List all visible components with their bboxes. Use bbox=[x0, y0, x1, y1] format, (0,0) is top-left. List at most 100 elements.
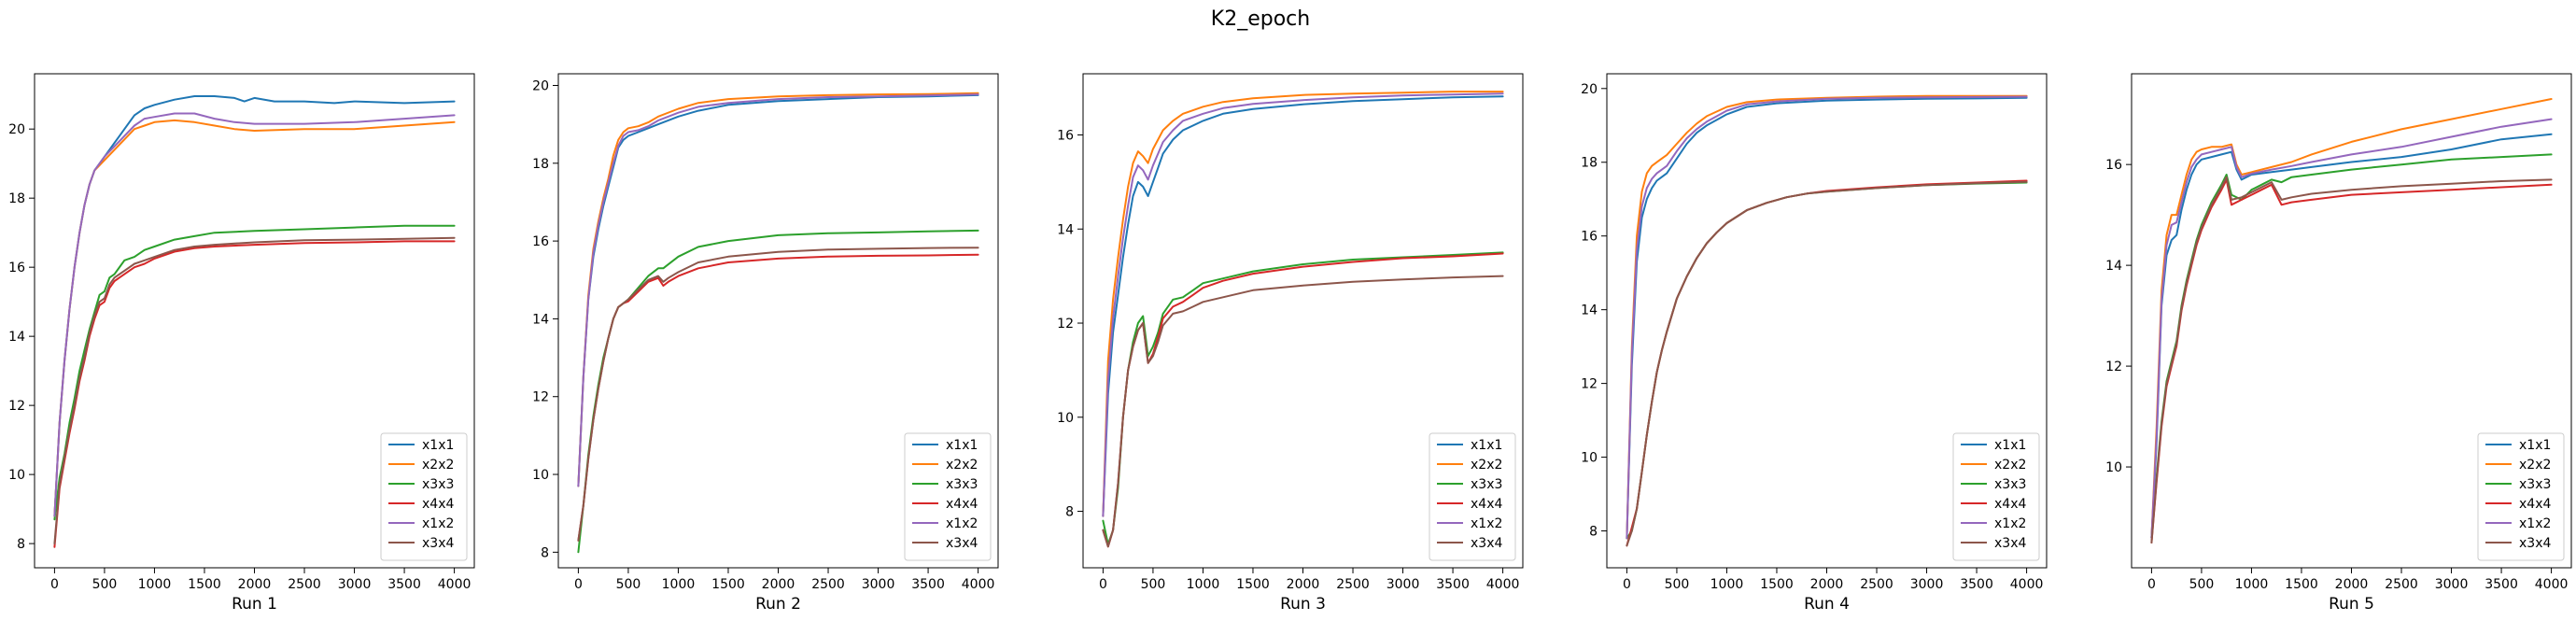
y-tick-label: 12 bbox=[532, 390, 549, 405]
legend-label-x1x1: x1x1 bbox=[946, 438, 978, 453]
x-tick-label: 1500 bbox=[711, 577, 745, 592]
y-tick-label: 10 bbox=[1581, 451, 1598, 466]
y-tick-label: 16 bbox=[1057, 128, 1074, 143]
y-tick-label: 10 bbox=[532, 468, 549, 483]
series-lines bbox=[2150, 98, 2553, 543]
series-lines bbox=[1102, 91, 1504, 548]
y-tick-label: 20 bbox=[1581, 82, 1598, 97]
legend-label-x1x1: x1x1 bbox=[1471, 438, 1502, 453]
x-tick-label: 1000 bbox=[1710, 577, 1744, 592]
y-tick-label: 10 bbox=[1057, 411, 1074, 426]
series-line-x1x1 bbox=[2150, 133, 2553, 539]
legend: x1x1 x2x2 x3x3 x4x4 x1x2 x3x4 bbox=[2477, 432, 2565, 561]
x-tick-label: 3000 bbox=[1387, 577, 1420, 592]
x-tick-label: 0 bbox=[1623, 577, 1631, 592]
y-tick-label: 10 bbox=[8, 468, 25, 483]
x-tick-label: 1500 bbox=[2285, 577, 2318, 592]
chart-panel-5: 0 500 1000 1500 2000 2500 3000 3500 4000 10 12 14 16… bbox=[2105, 73, 2572, 614]
series-line-x3x4 bbox=[577, 247, 979, 542]
chart-panel-4: 0 500 1000 1500 2000 2500 3000 3500 4000 8 10 12 14 1… bbox=[1581, 73, 2048, 614]
x-tick-label: 500 bbox=[1665, 577, 1690, 592]
x-tick-label: 0 bbox=[2147, 577, 2156, 592]
x-tick-label: 3500 bbox=[1960, 577, 1993, 592]
y-tick-label: 12 bbox=[2105, 360, 2122, 374]
legend-label-x4x4: x4x4 bbox=[422, 497, 454, 512]
y-tick-label: 18 bbox=[1581, 156, 1598, 171]
series-line-x2x2 bbox=[1102, 91, 1504, 517]
x-tick-label: 2000 bbox=[1287, 577, 1320, 592]
x-tick-label: 0 bbox=[1099, 577, 1107, 592]
y-tick-label: 8 bbox=[1065, 505, 1074, 520]
series-line-x1x2 bbox=[577, 93, 979, 487]
legend-label-x2x2: x2x2 bbox=[946, 458, 978, 473]
legend-label-x1x2: x1x2 bbox=[422, 516, 454, 531]
series-line-x3x4 bbox=[53, 236, 456, 545]
y-tick-label: 12 bbox=[8, 399, 25, 414]
series-line-x1x2 bbox=[2150, 118, 2553, 539]
x-axis-label: Run 4 bbox=[1804, 595, 1850, 614]
legend-label-x2x2: x2x2 bbox=[422, 458, 454, 473]
x-tick-label: 4000 bbox=[438, 577, 472, 592]
x-tick-label: 4000 bbox=[1486, 577, 1520, 592]
legend-label-x1x1: x1x1 bbox=[422, 438, 454, 453]
x-tick-label: 3000 bbox=[338, 577, 372, 592]
x-tick-label: 2000 bbox=[238, 577, 272, 592]
y-tick-label: 16 bbox=[1581, 230, 1598, 245]
legend-label-x1x1: x1x1 bbox=[2519, 438, 2551, 453]
legend: x1x1 x2x2 x3x3 x4x4 x1x2 x3x4 bbox=[1952, 432, 2040, 561]
series-line-x1x2 bbox=[1626, 95, 2028, 540]
legend-label-x3x3: x3x3 bbox=[422, 477, 454, 492]
x-axis-label: Run 3 bbox=[1280, 595, 1326, 614]
x-tick-label: 500 bbox=[1141, 577, 1166, 592]
y-tick-label: 16 bbox=[532, 234, 549, 249]
legend-label-x4x4: x4x4 bbox=[2519, 497, 2551, 512]
x-tick-label: 0 bbox=[50, 577, 59, 592]
series-line-x3x4 bbox=[1626, 180, 2028, 547]
x-tick-label: 4000 bbox=[962, 577, 995, 592]
x-tick-label: 500 bbox=[2189, 577, 2215, 592]
x-tick-label: 2500 bbox=[1336, 577, 1370, 592]
y-tick-label: 14 bbox=[1057, 222, 1074, 237]
series-line-x1x1 bbox=[1626, 96, 2028, 540]
x-tick-label: 2500 bbox=[1860, 577, 1893, 592]
legend-label-x4x4: x4x4 bbox=[1994, 497, 2026, 512]
legend-label-x3x4: x3x4 bbox=[422, 536, 454, 551]
legend-label-x1x1: x1x1 bbox=[1994, 438, 2026, 453]
legend-label-x2x2: x2x2 bbox=[2519, 458, 2551, 473]
series-line-x3x4 bbox=[2150, 176, 2553, 543]
x-tick-label: 1000 bbox=[662, 577, 696, 592]
y-tick-label: 16 bbox=[2105, 158, 2122, 173]
x-tick-label: 3000 bbox=[862, 577, 895, 592]
x-tick-label: 2500 bbox=[811, 577, 845, 592]
series-line-x1x1 bbox=[1102, 95, 1504, 517]
x-tick-label: 4000 bbox=[2535, 577, 2569, 592]
x-tick-label: 2000 bbox=[1810, 577, 1844, 592]
x-tick-label: 1500 bbox=[1236, 577, 1270, 592]
y-tick-label: 16 bbox=[8, 261, 25, 275]
x-axis-label: Run 1 bbox=[232, 595, 277, 614]
chart-panel-2: 0 500 1000 1500 2000 2500 3000 3500 4000 8 10 12 14 1… bbox=[532, 73, 999, 614]
chart-panel-3: 0 500 1000 1500 2000 2500 3000 3500 4000 8 10 12 14 1… bbox=[1057, 73, 1524, 614]
x-tick-label: 2000 bbox=[762, 577, 795, 592]
legend-label-x3x3: x3x3 bbox=[1471, 477, 1502, 492]
y-tick-label: 18 bbox=[532, 157, 549, 172]
series-line-x2x2 bbox=[1626, 94, 2028, 540]
x-tick-label: 500 bbox=[92, 577, 118, 592]
x-tick-label: 4000 bbox=[2010, 577, 2044, 592]
y-tick-label: 12 bbox=[1057, 317, 1074, 332]
x-axis-label: Run 5 bbox=[2329, 595, 2374, 614]
chart-panel-1: 0 500 1000 1500 2000 2500 3000 3500 4000 8 10 12 14 1… bbox=[8, 73, 475, 614]
x-tick-label: 2500 bbox=[2385, 577, 2418, 592]
y-tick-label: 14 bbox=[2105, 259, 2122, 274]
legend: x1x1 x2x2 x3x3 x4x4 x1x2 x3x4 bbox=[1429, 432, 1516, 561]
x-tick-label: 3500 bbox=[911, 577, 945, 592]
x-tick-label: 2500 bbox=[288, 577, 321, 592]
legend-label-x1x2: x1x2 bbox=[1994, 516, 2026, 531]
legend-label-x1x2: x1x2 bbox=[946, 516, 978, 531]
legend-label-x2x2: x2x2 bbox=[1471, 458, 1502, 473]
x-tick-label: 1000 bbox=[1187, 577, 1220, 592]
figure-title: K2_epoch bbox=[1211, 7, 1310, 31]
legend-label-x2x2: x2x2 bbox=[1994, 458, 2026, 473]
x-tick-label: 3000 bbox=[2435, 577, 2469, 592]
